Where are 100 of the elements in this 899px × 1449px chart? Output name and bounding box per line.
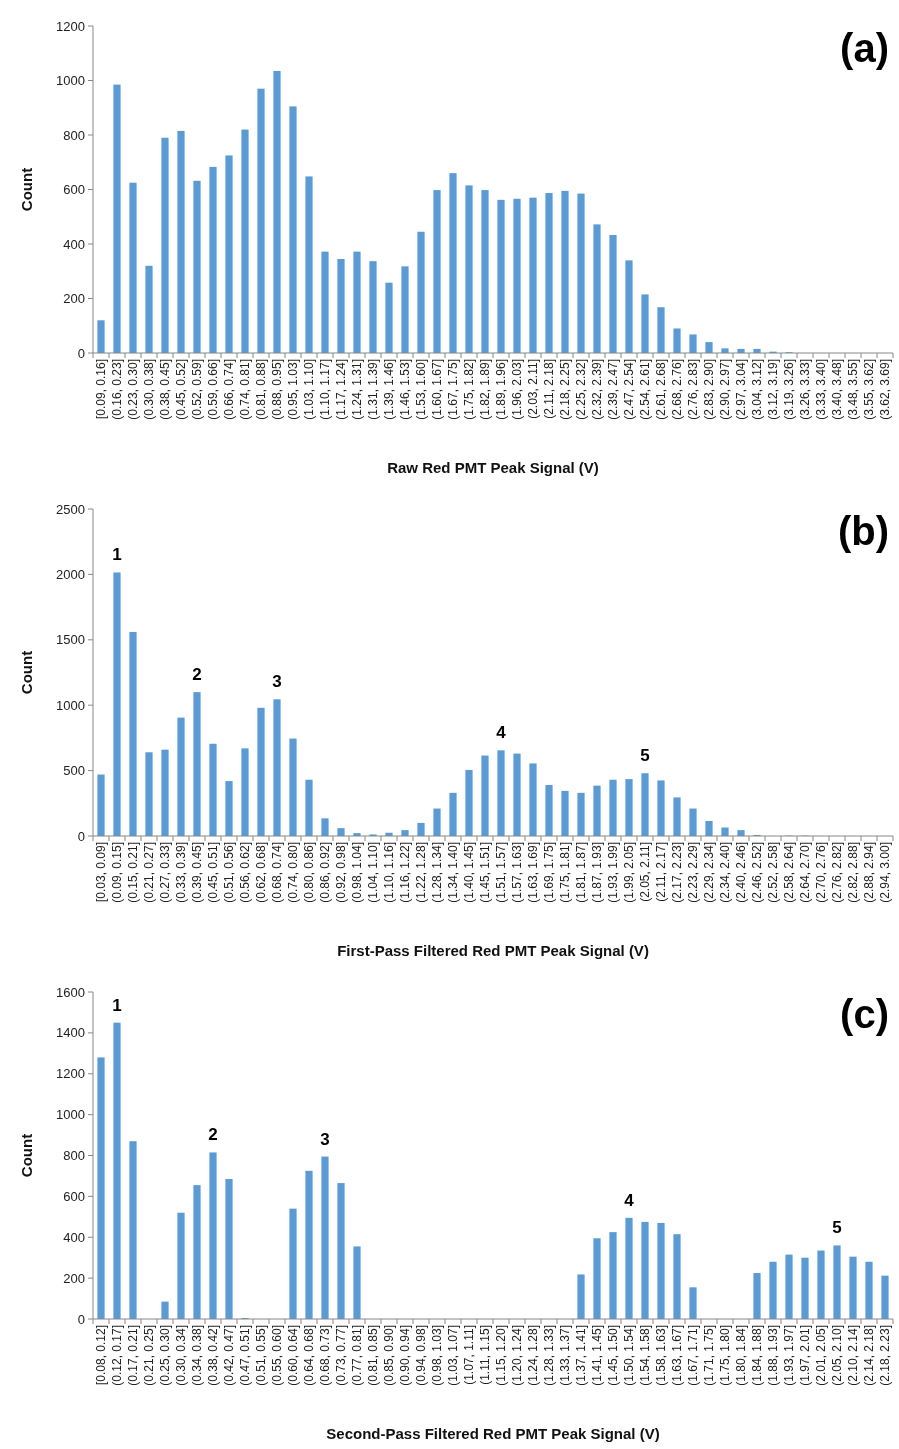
x-tick-label: (1.16, 1.22] [398, 842, 413, 903]
y-tick-label: 1500 [56, 632, 85, 648]
x-tick-label: (2.90, 2.97] [718, 359, 733, 420]
x-tick-label: (2.68, 2.76] [670, 359, 685, 420]
x-tick-label: (1.45, 1.50] [606, 1325, 621, 1386]
x-tick-label: (2.01, 2.05] [814, 1325, 829, 1386]
x-tick-label: (2.18, 2.23] [878, 1325, 893, 1386]
x-tick-label: (0.68, 0.73] [318, 1325, 333, 1386]
x-tick-label: (2.29, 2.34] [702, 842, 717, 903]
x-tick-label: (1.60, 1.67] [430, 359, 445, 420]
x-tick-label: (0.21, 0.25] [142, 1325, 157, 1386]
x-tick-label: (0.66, 0.74] [222, 359, 237, 420]
y-tick-label: 1200 [56, 1066, 85, 1082]
x-tick-label: (2.11, 2.17] [654, 842, 669, 902]
y-tick-label: 400 [63, 1229, 85, 1245]
x-tick-label: (0.94, 0.98] [414, 1325, 429, 1386]
x-tick-label: (1.53, 1.60] [414, 359, 429, 420]
annotation: 3 [320, 1129, 330, 1149]
chart-title: (a) [840, 26, 889, 70]
x-tick-label: (0.85, 0.90] [382, 1325, 397, 1386]
annotation: 2 [192, 665, 202, 685]
x-tick-label: (3.26, 3.33] [798, 359, 813, 420]
x-tick-label: (1.88, 1.93] [766, 1325, 781, 1386]
x-tick-label: (1.67, 1.75] [446, 359, 461, 420]
x-tick-label: (3.55, 3.62] [862, 359, 877, 420]
x-tick-label: (2.32, 2.39] [590, 359, 605, 420]
x-tick-label: (1.15, 1.20] [494, 1325, 509, 1386]
x-tick-label: (0.88, 0.95] [270, 359, 285, 420]
x-tick-label: (1.84, 1.88] [750, 1325, 765, 1386]
y-tick-label: 1000 [56, 1107, 85, 1123]
x-tick-label: (1.10, 1.16] [382, 842, 397, 903]
annotation: 1 [112, 545, 122, 565]
x-tick-label: (0.09, 0.15] [110, 842, 125, 903]
x-tick-label: (1.04, 1.10] [366, 842, 381, 903]
y-tick-label: 0 [77, 1311, 85, 1327]
y-tick-label: 200 [63, 1270, 85, 1286]
x-tick-label: (0.92, 0.98] [334, 842, 349, 903]
x-tick-label: (1.81, 1.87] [574, 842, 589, 903]
x-tick-label: (0.56, 0.62] [238, 842, 253, 903]
y-tick-label: 500 [63, 763, 85, 779]
y-tick-label: 200 [63, 291, 85, 307]
x-tick-label: (1.93, 1.97] [782, 1325, 797, 1386]
y-axis-title: Count [18, 167, 35, 212]
y-tick-label: 600 [63, 1188, 85, 1204]
x-tick-label: (2.40, 2.46] [734, 842, 749, 903]
x-tick-label: (1.69, 1.75] [542, 842, 557, 903]
x-tick-label: (0.15, 0.21] [126, 842, 141, 903]
x-tick-label: (2.64, 2.70] [798, 842, 813, 903]
y-tick-label: 800 [63, 127, 85, 143]
x-tick-label: (2.05, 2.11] [638, 842, 653, 902]
x-tick-label: (1.24, 1.31] [350, 359, 365, 420]
annotation: 5 [832, 1218, 842, 1238]
x-tick-label: (1.75, 1.80] [718, 1325, 733, 1386]
x-tick-label: (1.31, 1.39] [366, 359, 381, 420]
x-tick-label: (2.46, 2.52] [750, 842, 765, 903]
x-tick-label: [0.09, 0.16] [94, 359, 109, 420]
x-tick-label: (0.25, 0.30] [158, 1325, 173, 1386]
x-tick-label: (3.40, 3.48] [830, 359, 845, 420]
x-tick-label: (2.83, 2.90] [702, 359, 717, 420]
x-tick-label: (0.52, 0.59] [190, 359, 205, 420]
x-tick-label: (0.73, 0.77] [334, 1325, 349, 1386]
y-tick-label: 0 [77, 345, 85, 361]
x-tick-label: (1.82, 1.89] [478, 359, 493, 420]
x-tick-label: (1.89, 1.96] [494, 359, 509, 420]
x-tick-label: (0.12, 0.17] [110, 1325, 125, 1386]
x-tick-label: (0.90, 0.94] [398, 1325, 413, 1386]
x-tick-label: (2.05, 2.10] [830, 1325, 845, 1386]
x-tick-label: (1.20, 1.24] [510, 1325, 525, 1386]
x-tick-label: (2.14, 2.18] [862, 1325, 877, 1386]
annotation: 3 [272, 672, 282, 692]
x-tick-label: (1.37, 1.41] [574, 1325, 589, 1386]
y-tick-label: 2500 [56, 501, 85, 517]
x-tick-label: (1.03, 1.07] [446, 1325, 461, 1386]
x-tick-label: (1.10, 1.17] [318, 359, 333, 420]
x-tick-label: (1.63, 1.69] [526, 842, 541, 903]
x-tick-label: (0.59, 0.66] [206, 359, 221, 420]
x-axis-title: Second-Pass Filtered Red PMT Peak Signal (V) [326, 1425, 660, 1442]
x-tick-label: (1.41, 1.45] [590, 1325, 605, 1386]
x-tick-label: (1.87, 1.93] [590, 842, 605, 903]
x-tick-label: (2.58, 2.64] [782, 842, 797, 903]
x-tick-label: (1.28, 1.33] [542, 1325, 557, 1386]
x-tick-label: (0.68, 0.74] [270, 842, 285, 903]
x-tick-label: (0.45, 0.52] [174, 359, 189, 420]
x-tick-label: (2.70, 2.76] [814, 842, 829, 903]
annotation: 4 [624, 1190, 635, 1210]
x-tick-label: (1.46, 1.53] [398, 359, 413, 420]
x-tick-label: (2.61, 2.68] [654, 359, 669, 420]
x-tick-label: (2.10, 2.14] [846, 1325, 861, 1386]
x-tick-label: [0.03, 0.09] [94, 842, 109, 903]
x-tick-label: (0.39, 0.45] [190, 842, 205, 903]
x-tick-label: (1.17, 1.24] [334, 359, 349, 420]
annotation: 5 [640, 746, 650, 766]
y-axis-title: Count [18, 650, 35, 695]
annotation: 4 [496, 723, 507, 743]
x-tick-label: (0.38, 0.45] [158, 359, 173, 420]
x-tick-label: (0.95, 1.03] [286, 359, 301, 420]
x-tick-label: (2.82, 2.88] [846, 842, 861, 903]
x-tick-label: (2.18, 2.25] [558, 359, 573, 420]
y-axis-title: Count [18, 1133, 35, 1178]
x-tick-label: (1.11, 1.15] [478, 1325, 493, 1385]
